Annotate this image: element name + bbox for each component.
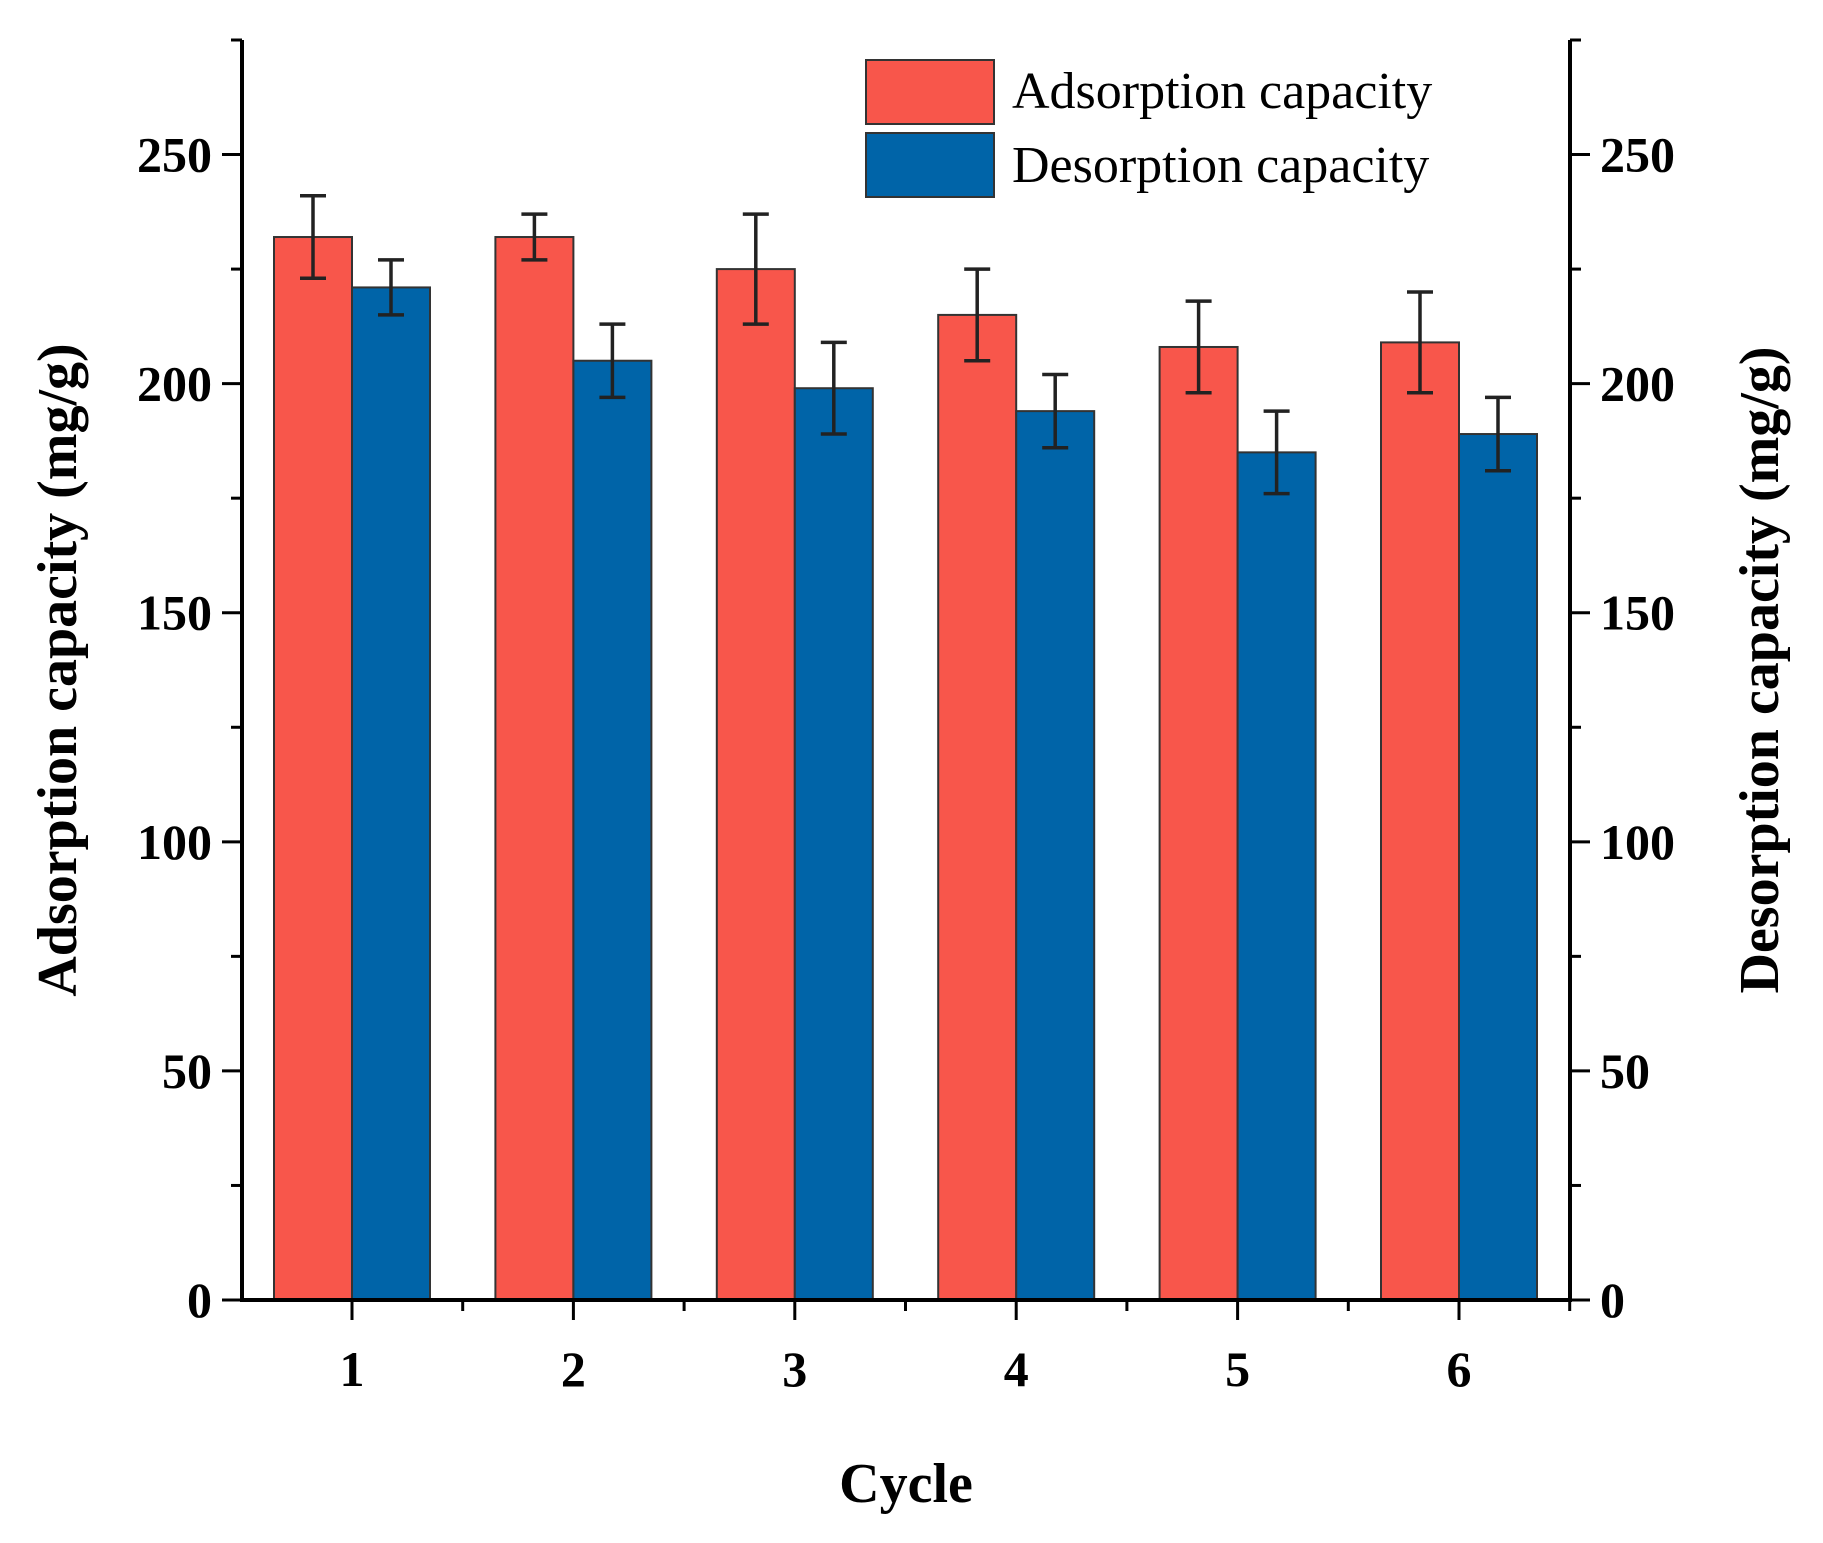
error-bar-adsorption-cycle-1 bbox=[300, 194, 326, 281]
x-tick-label-6: 6 bbox=[1447, 1341, 1472, 1397]
legend-label-adsorption: Adsorption capacity bbox=[1012, 63, 1432, 120]
bar-adsorption-cycle-3 bbox=[715, 268, 796, 1301]
bar-desorption-cycle-1 bbox=[351, 286, 431, 1302]
error-bar-desorption-cycle-2 bbox=[599, 322, 626, 400]
bars-layer bbox=[273, 194, 1538, 1302]
x-tick-label-4: 4 bbox=[1004, 1341, 1029, 1397]
error-bar-desorption-cycle-4 bbox=[1042, 372, 1069, 450]
y-tick-label-left: 50 bbox=[162, 1043, 212, 1099]
bar-adsorption-cycle-2 bbox=[494, 236, 575, 1301]
ticks-layer: 0 0 50 50 100 100 150 150 200 200 250 250 1 2 3 4 5 6 bbox=[137, 38, 1675, 1397]
error-bar-desorption-cycle-3 bbox=[820, 340, 847, 436]
x-tick-label-1: 1 bbox=[340, 1341, 365, 1397]
legend-swatch-adsorption bbox=[865, 59, 995, 125]
error-bar-adsorption-cycle-4 bbox=[964, 267, 991, 363]
bar-desorption-cycle-6 bbox=[1458, 433, 1538, 1301]
error-bar-adsorption-cycle-3 bbox=[742, 212, 769, 326]
y-tick-label-left: 200 bbox=[137, 356, 212, 412]
y-tick-label-left: 150 bbox=[137, 585, 212, 641]
bar-adsorption-cycle-6 bbox=[1380, 341, 1460, 1301]
y-tick-label-right: 100 bbox=[1600, 814, 1675, 870]
bar-adsorption-cycle-4 bbox=[937, 313, 1018, 1301]
y-tick-label-right: 0 bbox=[1600, 1272, 1625, 1328]
error-bar-adsorption-cycle-5 bbox=[1185, 299, 1212, 395]
error-bar-adsorption-cycle-6 bbox=[1407, 290, 1433, 395]
error-bar-desorption-cycle-5 bbox=[1263, 409, 1290, 496]
y-tick-label-right: 50 bbox=[1600, 1043, 1650, 1099]
bar-desorption-cycle-5 bbox=[1236, 451, 1317, 1301]
legend: Adsorption capacity Desorption capacity bbox=[865, 59, 1432, 198]
x-tick-label-3: 3 bbox=[782, 1341, 807, 1397]
bar-desorption-cycle-3 bbox=[793, 387, 874, 1301]
bar-desorption-cycle-4 bbox=[1015, 410, 1096, 1301]
y-axis-title-right: Desorption capacity (mg/g) bbox=[1729, 346, 1791, 993]
bar-adsorption-cycle-5 bbox=[1158, 345, 1239, 1301]
y-axis-title-left: Adsorption capacity (mg/g) bbox=[27, 343, 89, 996]
y-tick-label-right: 250 bbox=[1600, 127, 1675, 183]
y-tick-label-left: 0 bbox=[187, 1272, 212, 1328]
x-tick-label-2: 2 bbox=[561, 1341, 586, 1397]
error-bar-adsorption-cycle-2 bbox=[521, 212, 548, 262]
y-tick-label-right: 200 bbox=[1600, 356, 1675, 412]
bar-adsorption-cycle-1 bbox=[273, 236, 353, 1301]
legend-label-desorption: Desorption capacity bbox=[1012, 137, 1429, 194]
legend-swatch-desorption bbox=[865, 132, 995, 198]
y-tick-label-right: 150 bbox=[1600, 585, 1675, 641]
error-bar-desorption-cycle-1 bbox=[378, 258, 404, 317]
y-tick-label-left: 100 bbox=[137, 814, 212, 870]
x-axis-title: Cycle bbox=[839, 1453, 973, 1515]
error-bar-desorption-cycle-6 bbox=[1485, 395, 1511, 473]
x-tick-label-5: 5 bbox=[1225, 1341, 1250, 1397]
bar-desorption-cycle-2 bbox=[572, 359, 653, 1301]
y-tick-label-left: 250 bbox=[137, 127, 212, 183]
